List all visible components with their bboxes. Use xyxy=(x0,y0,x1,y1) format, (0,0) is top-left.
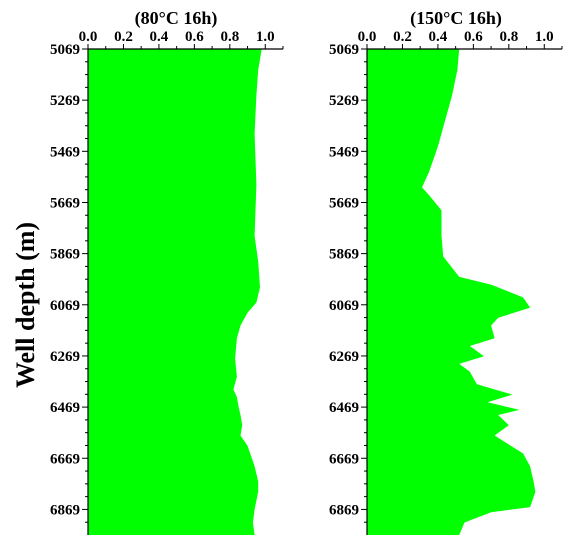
y-tick-label-80c: 6069 xyxy=(50,298,80,314)
x-tick-label-80c: 0.6 xyxy=(185,29,204,45)
y-axis-label: Well depth (m) xyxy=(11,222,40,388)
y-tick-label-80c: 6269 xyxy=(50,349,80,365)
x-tick-label-80c: 0.0 xyxy=(79,29,98,45)
y-tick-label-150c: 5669 xyxy=(329,195,359,211)
y-tick-label-150c: 6469 xyxy=(329,400,359,416)
x-tick-label-80c: 0.4 xyxy=(150,29,169,45)
x-tick-label-80c: 1.0 xyxy=(256,29,275,45)
y-tick-label-150c: 6269 xyxy=(329,349,359,365)
chart-panel-80c: (80°C 16h) 0.0 0.2 0.4 0.6 0.8 1.0 5069 5269 546… xyxy=(50,8,284,535)
y-tick-label-150c: 5069 xyxy=(329,42,359,58)
y-tick-label-150c: 5869 xyxy=(329,247,359,263)
y-tick-label-80c: 5269 xyxy=(50,93,80,109)
y-tick-label-80c: 6869 xyxy=(50,502,80,518)
y-tick-label-150c: 6669 xyxy=(329,451,359,467)
x-tick-label-80c: 0.2 xyxy=(114,29,133,45)
y-tick-label-80c: 5469 xyxy=(50,144,80,160)
panel-title-80c: (80°C 16h) xyxy=(135,8,218,29)
y-tick-label-80c: 6469 xyxy=(50,400,80,416)
x-tick-label-80c: 0.8 xyxy=(220,29,239,45)
area-fill-80c xyxy=(88,49,262,535)
y-tick-label-150c: 5269 xyxy=(329,93,359,109)
y-tick-label-80c: 5669 xyxy=(50,195,80,211)
x-tick-label-150c: 0.2 xyxy=(393,29,412,45)
y-tick-label-80c: 5069 xyxy=(50,42,80,58)
x-tick-label-150c: 0.6 xyxy=(464,29,483,45)
x-tick-label-150c: 1.0 xyxy=(535,29,554,45)
x-tick-label-150c: 0.8 xyxy=(499,29,518,45)
area-fill-150c xyxy=(367,49,536,535)
y-tick-label-150c: 6869 xyxy=(329,502,359,518)
y-tick-label-150c: 5469 xyxy=(329,144,359,160)
x-tick-label-150c: 0.0 xyxy=(358,29,377,45)
panel-title-150c: (150°C 16h) xyxy=(410,8,502,29)
y-tick-label-80c: 6669 xyxy=(50,451,80,467)
y-tick-label-80c: 5869 xyxy=(50,247,80,263)
chart-panel-150c: (150°C 16h) 0.0 0.2 0.4 0.6 0.8 1.0 5069 5269 54… xyxy=(329,8,563,535)
x-tick-label-150c: 0.4 xyxy=(429,29,448,45)
y-tick-label-150c: 6069 xyxy=(329,298,359,314)
